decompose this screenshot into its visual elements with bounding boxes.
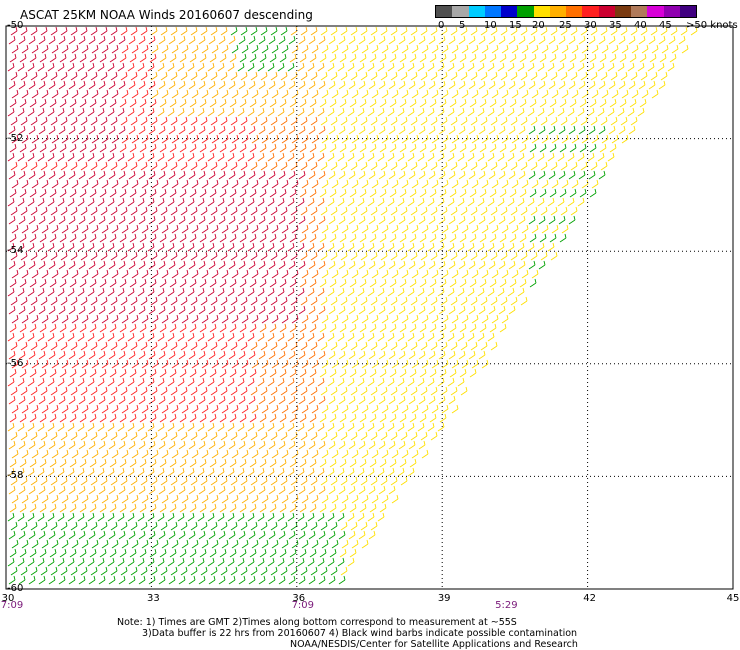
wind-barbs: [7, 26, 698, 585]
colorbar-cell: [679, 6, 696, 17]
lat-tick-label: -52: [7, 132, 24, 144]
colorbar-cell: [484, 6, 501, 17]
colorbar-label: 5: [459, 20, 466, 31]
lat-tick-label: -56: [7, 357, 24, 369]
colorbar-cell: [631, 6, 648, 17]
colorbar-label: 0: [438, 20, 445, 31]
lon-tick-label: 42: [583, 593, 596, 604]
lon-tick-label: 36: [292, 593, 306, 604]
colorbar-label: >50 knots: [686, 20, 738, 31]
colorbar-label: 35: [609, 20, 622, 31]
time-label: 5:29: [495, 600, 518, 611]
lat-tick-label: -50: [7, 20, 24, 31]
lon-tick-label: 30: [1, 593, 15, 604]
colorbar-cell: [614, 6, 631, 17]
note-line-1: Note: 1) Times are GMT 2)Times along bot…: [117, 617, 517, 628]
colorbar-label: 25: [559, 20, 572, 31]
lon-tick-label: 45: [726, 593, 740, 604]
lat-tick-label: -60: [7, 583, 24, 594]
lat-tick-label: -58: [7, 470, 24, 482]
colorbar-cell: [517, 6, 534, 17]
map-title: ASCAT 25KM NOAA Winds 20160607 descendin…: [20, 8, 313, 22]
colorbar: [435, 5, 697, 18]
colorbar-cell: [436, 6, 453, 17]
note-line-2: 3)Data buffer is 22 hrs from 20160607 4)…: [142, 628, 578, 639]
colorbar-label: 40: [634, 20, 647, 31]
colorbar-cell: [663, 6, 680, 17]
colorbar-cell: [468, 6, 485, 17]
colorbar-label: 30: [584, 20, 597, 31]
colorbar-label: 45: [659, 20, 672, 31]
colorbar-cell: [598, 6, 615, 17]
colorbar-cell: [501, 6, 518, 17]
colorbar-cell: [452, 6, 469, 17]
colorbar-cell: [566, 6, 583, 17]
time-label: 7:09: [291, 600, 315, 611]
time-label: 7:09: [0, 600, 24, 611]
colorbar-label: 15: [509, 20, 522, 31]
lon-tick-label: 39: [437, 593, 451, 604]
colorbar-cell: [549, 6, 566, 17]
map-frame: [5, 25, 734, 590]
colorbar-cell: [533, 6, 550, 17]
note-line-3: NOAA/NESDIS/Center for Satellite Applica…: [290, 639, 578, 650]
colorbar-cell: [647, 6, 664, 17]
lon-tick-label: 33: [147, 593, 160, 604]
colorbar-label: 10: [484, 20, 497, 31]
lat-tick-label: -54: [7, 245, 24, 257]
colorbar-label: 20: [532, 20, 545, 31]
colorbar-cell: [582, 6, 599, 17]
